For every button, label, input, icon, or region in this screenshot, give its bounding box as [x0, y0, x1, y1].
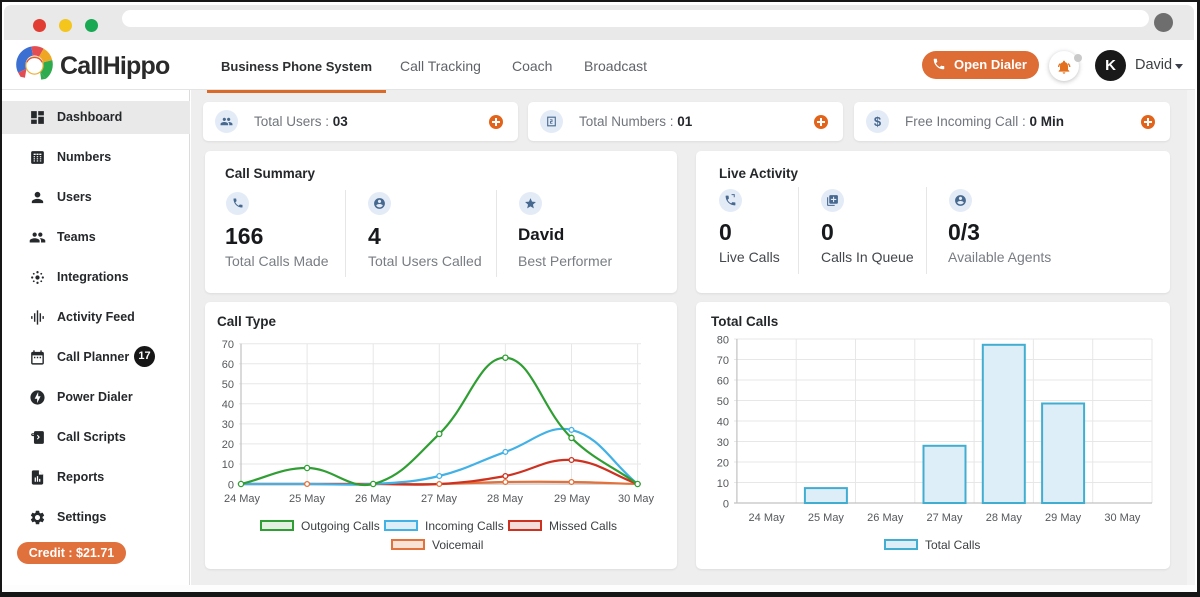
svg-text:80: 80 — [717, 335, 729, 347]
svg-text:70: 70 — [222, 339, 234, 351]
svg-text:30 May: 30 May — [1104, 512, 1141, 524]
svg-text:0: 0 — [228, 480, 234, 492]
svg-text:30: 30 — [222, 419, 234, 431]
svg-text:0: 0 — [723, 499, 729, 511]
svg-text:50: 50 — [222, 379, 234, 391]
svg-text:70: 70 — [717, 355, 729, 367]
svg-text:29 May: 29 May — [1045, 512, 1082, 524]
svg-text:25 May: 25 May — [289, 493, 326, 505]
svg-text:40: 40 — [717, 417, 729, 429]
svg-text:25 May: 25 May — [808, 512, 845, 524]
svg-text:40: 40 — [222, 399, 234, 411]
svg-text:50: 50 — [717, 396, 729, 408]
svg-text:24 May: 24 May — [749, 512, 786, 524]
svg-text:26 May: 26 May — [867, 512, 904, 524]
svg-text:10: 10 — [717, 478, 729, 490]
svg-text:29 May: 29 May — [554, 493, 591, 505]
svg-text:24 May: 24 May — [224, 493, 261, 505]
svg-text:60: 60 — [717, 376, 729, 388]
svg-text:10: 10 — [222, 459, 234, 471]
svg-text:30 May: 30 May — [618, 493, 655, 505]
svg-text:30: 30 — [717, 437, 729, 449]
svg-text:28 May: 28 May — [986, 512, 1023, 524]
svg-text:60: 60 — [222, 359, 234, 371]
svg-text:20: 20 — [717, 458, 729, 470]
svg-text:26 May: 26 May — [355, 493, 392, 505]
svg-text:20: 20 — [222, 439, 234, 451]
svg-text:27 May: 27 May — [926, 512, 963, 524]
svg-text:28 May: 28 May — [487, 493, 524, 505]
svg-text:27 May: 27 May — [421, 493, 458, 505]
